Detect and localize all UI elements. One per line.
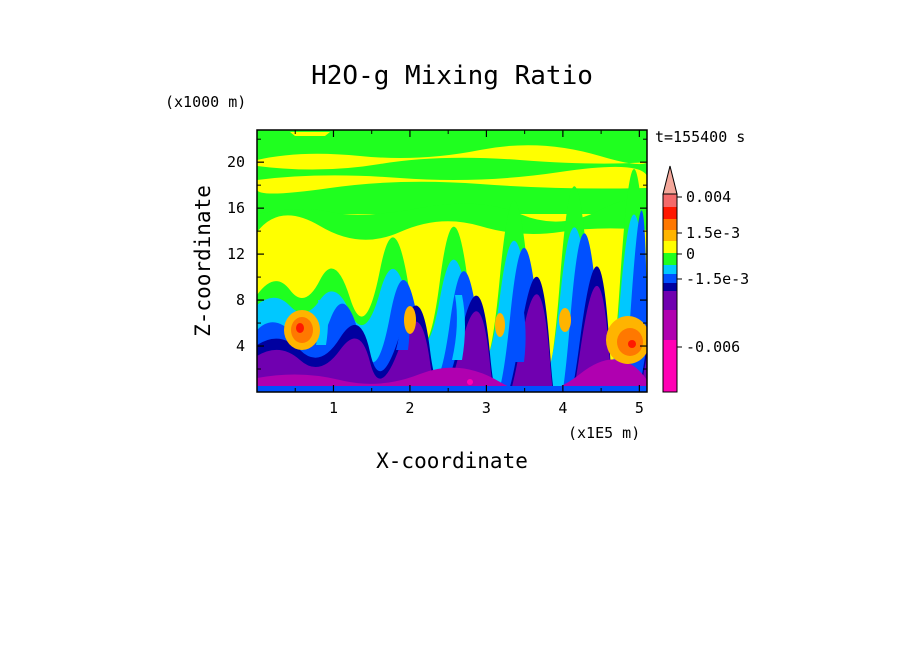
y-tick-label: 4 (236, 337, 245, 355)
colorbar-swatch (663, 207, 677, 219)
colorbar-swatch (663, 241, 677, 253)
x-tick-label: 3 (482, 399, 491, 417)
x-tick-label: 4 (558, 399, 567, 417)
x-tick-label: 5 (635, 399, 644, 417)
y-ticks: 4 8 12 16 20 (227, 138, 647, 370)
colorbar-swatch (663, 253, 677, 265)
colorbar-label: -1.5e-3 (686, 270, 749, 288)
colorbar-label: 0 (686, 245, 695, 263)
colorbar-swatch (663, 274, 677, 283)
contour-field (257, 130, 647, 392)
colorbar-swatch (663, 230, 677, 241)
y-tick-label: 8 (236, 291, 245, 309)
y-tick-label: 12 (227, 245, 245, 263)
x-unit-label: (x1E5 m) (568, 424, 640, 442)
plot-frame (256, 129, 648, 393)
colorbar-swatch (663, 265, 677, 274)
colorbar-label: -0.006 (686, 338, 740, 356)
time-label: t=155400 s (655, 128, 745, 146)
colorbar (662, 165, 678, 393)
x-ticks: 1 2 3 4 5 (294, 130, 644, 417)
colorbar-swatch (663, 310, 677, 340)
colorbar-swatch (663, 283, 677, 291)
y-axis-label: Z-coordinate (191, 185, 215, 337)
y-tick-label: 20 (227, 153, 245, 171)
colorbar-label: 0.004 (686, 188, 731, 206)
colorbar-overflow-arrow (662, 165, 678, 195)
colorbar-swatch (663, 194, 677, 207)
colorbar-swatch (663, 291, 677, 310)
y-tick-label: 16 (227, 199, 245, 217)
x-tick-label: 1 (329, 399, 338, 417)
colorbar-frame (662, 193, 678, 393)
chart-title: H2O-g Mixing Ratio (311, 61, 593, 91)
x-tick-label: 2 (405, 399, 414, 417)
colorbar-labels: 0.004 1.5e-3 0 -1.5e-3 -0.006 (677, 188, 749, 356)
x-axis-label: X-coordinate (376, 449, 528, 473)
colorbar-swatch (663, 219, 677, 230)
colorbar-label: 1.5e-3 (686, 224, 740, 242)
y-unit-label: (x1000 m) (165, 93, 246, 111)
colorbar-swatch (663, 340, 677, 392)
